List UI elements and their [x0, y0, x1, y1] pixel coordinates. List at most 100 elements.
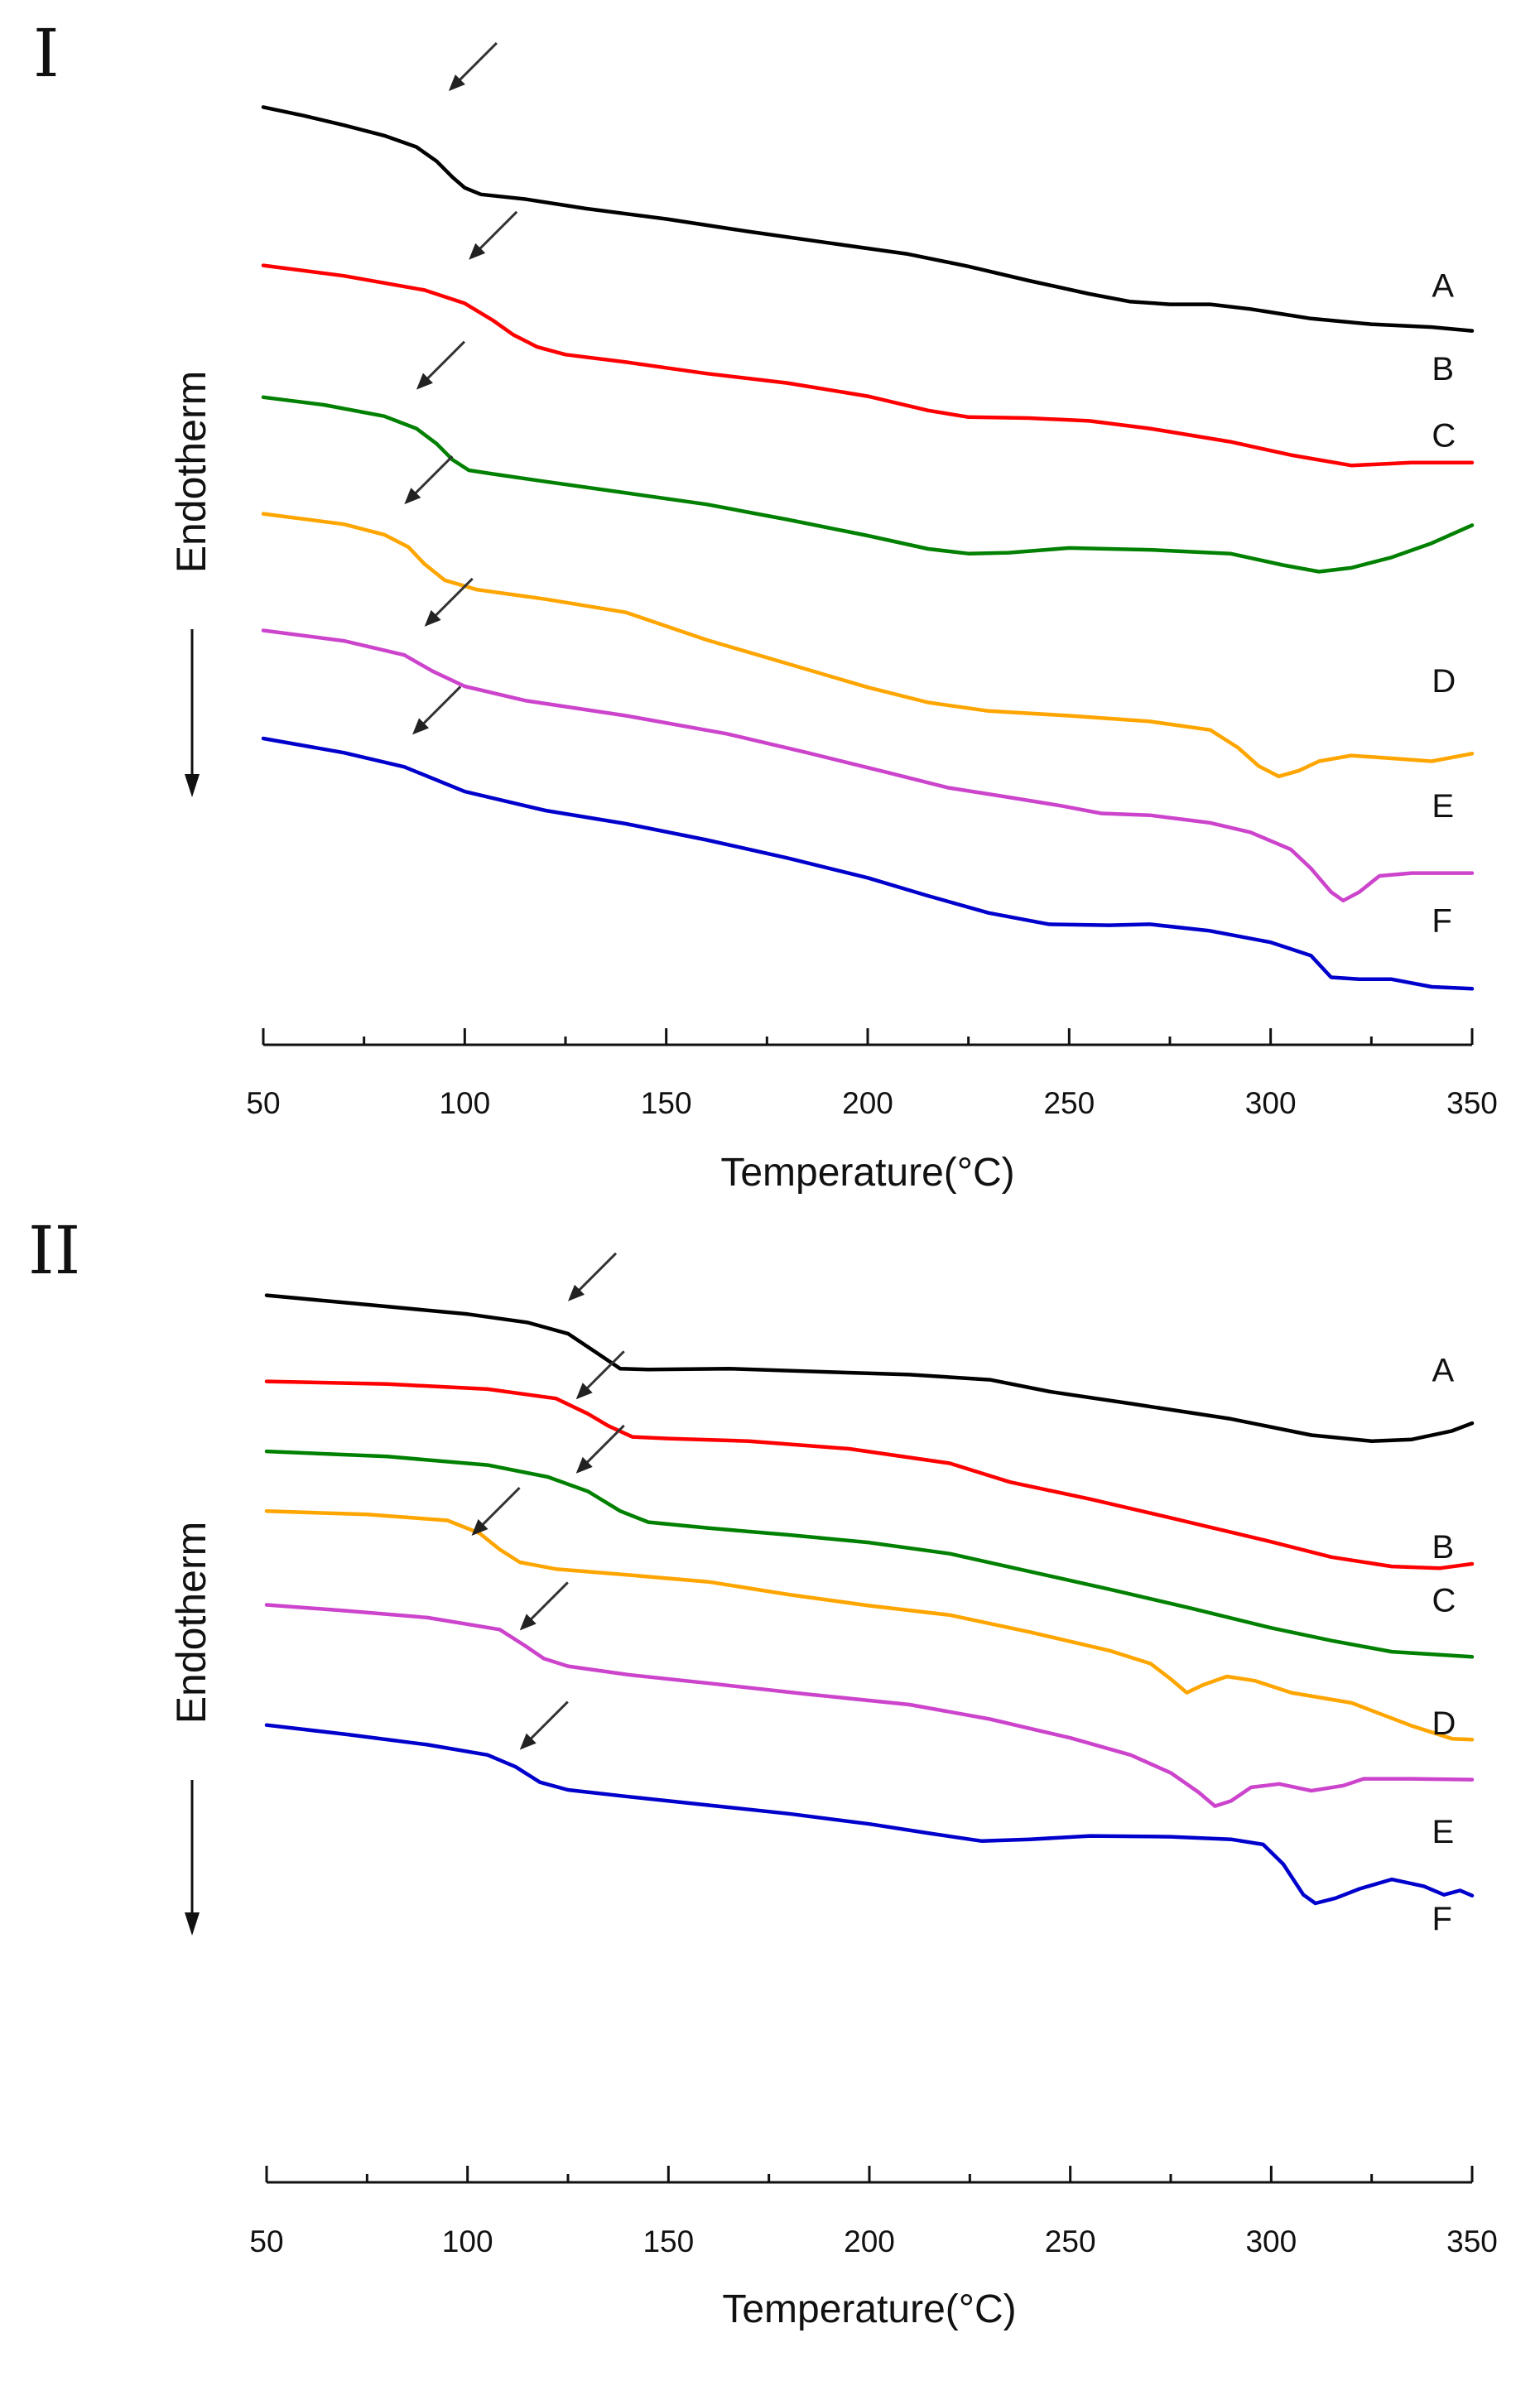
x-tick-label: 50: [246, 1086, 280, 1120]
curve-e: [264, 1603, 1475, 1808]
curve-label-e: E: [1432, 788, 1454, 825]
y-axis: Endotherm: [168, 371, 214, 797]
x-axis: 50 100 150 200 250 300 350 Temperature(°C): [246, 1028, 1498, 1195]
curve-d: [264, 1508, 1475, 1742]
x-tick-label: 50: [249, 2225, 283, 2258]
tg-arrow-shaft: [575, 1252, 618, 1294]
y-axis: Endotherm: [168, 1522, 214, 1936]
curve-label-d: D: [1432, 1705, 1456, 1742]
tg-arrow-head: [424, 609, 441, 627]
series-f: F: [264, 1700, 1475, 1937]
series-e: E: [264, 1581, 1475, 1850]
tg-arrow: [568, 1252, 618, 1301]
tg-arrow: [469, 210, 518, 260]
tg-arrow-head: [412, 718, 430, 735]
tg-arrow: [471, 1486, 521, 1537]
curve-e: [261, 628, 1475, 903]
tg-arrow-head: [404, 488, 421, 505]
series-d: D: [264, 1486, 1475, 1742]
panel-label: I: [33, 15, 60, 92]
tg-arrow-head: [416, 373, 433, 390]
tg-arrow-shaft: [455, 41, 498, 84]
series-c: C: [264, 1424, 1475, 1659]
endotherm-arrow-head: [185, 774, 200, 797]
tg-arrow-head: [519, 1614, 537, 1631]
x-tick-label: 200: [844, 2225, 895, 2258]
curve-label-b: B: [1432, 1529, 1454, 1566]
series-d: D: [261, 455, 1475, 779]
tg-arrow: [416, 340, 465, 390]
x-tick-label: 200: [842, 1086, 893, 1120]
tg-arrow: [575, 1424, 625, 1474]
tg-arrow: [519, 1581, 569, 1631]
curve-c: [264, 1449, 1475, 1659]
x-tick-label: 250: [1043, 1086, 1095, 1120]
tg-arrow-shaft: [527, 1700, 569, 1743]
curve-label-f: F: [1432, 1901, 1451, 1937]
curve-label-b: B: [1432, 351, 1454, 387]
tg-arrow-head: [448, 74, 465, 91]
tg-arrow-shaft: [431, 577, 474, 619]
tg-arrow: [424, 577, 474, 627]
tg-arrow-head: [519, 1733, 537, 1750]
tg-arrow-shaft: [479, 1486, 521, 1529]
x-tick-label: 350: [1446, 1086, 1498, 1120]
tg-arrow: [412, 685, 462, 735]
tg-arrow-shaft: [583, 1350, 625, 1393]
tg-arrow: [404, 455, 454, 505]
tg-arrow-shaft: [411, 455, 454, 498]
tg-arrow: [448, 41, 498, 91]
curve-label-c: C: [1432, 1583, 1456, 1619]
x-tick-label: 150: [642, 2225, 694, 2258]
series-f: F: [261, 685, 1475, 991]
x-tick-label: 350: [1446, 2225, 1498, 2258]
curve-label-e: E: [1432, 1814, 1454, 1850]
tg-arrow-head: [575, 1456, 593, 1474]
x-tick-label: 250: [1045, 2225, 1096, 2258]
series-c: C: [261, 340, 1475, 574]
curve-b: [264, 1379, 1475, 1570]
x-tick-label: 100: [442, 2225, 493, 2258]
series-a: A: [261, 41, 1475, 333]
tg-arrow-shaft: [420, 685, 462, 728]
y-axis-title: Endotherm: [168, 1522, 214, 1724]
x-tick-label: 300: [1245, 1086, 1297, 1120]
series-a: A: [264, 1252, 1475, 1443]
x-tick-label: 150: [641, 1086, 692, 1120]
curve-label-c: C: [1432, 417, 1456, 454]
curve-label-d: D: [1432, 663, 1456, 700]
panel-ii: II A BC D E F 50 100 150 200 250 300 350 Temperature(…: [28, 1212, 1498, 2331]
series-b: B: [264, 1350, 1475, 1570]
tg-arrow-shaft: [423, 340, 465, 382]
panel-i: I A BC D E F 50 100 150 200 250 300 350 Temperature(°…: [33, 15, 1498, 1195]
x-axis-title: Temperature(°C): [722, 2287, 1016, 2331]
x-tick-label: 100: [439, 1086, 490, 1120]
y-axis-title: Endotherm: [168, 371, 214, 574]
curve-b: [261, 263, 1475, 468]
tg-arrow-shaft: [527, 1581, 569, 1623]
tg-arrow-shaft: [583, 1424, 625, 1466]
tg-arrow-head: [575, 1383, 593, 1400]
curve-label-a: A: [1432, 267, 1454, 304]
tg-arrow-head: [568, 1284, 585, 1301]
x-axis-title: Temperature(°C): [720, 1151, 1014, 1195]
panel-label: II: [28, 1212, 80, 1289]
endotherm-arrow-head: [185, 1912, 200, 1936]
x-axis: 50 100 150 200 250 300 350 Temperature(°C): [249, 2166, 1498, 2331]
tg-arrow-head: [471, 1519, 488, 1537]
series-b: B: [261, 210, 1475, 468]
curve-a: [264, 1293, 1475, 1443]
curve-c: [261, 395, 1475, 574]
curve-label-f: F: [1432, 903, 1451, 940]
curve-d: [261, 512, 1475, 779]
tg-arrow: [519, 1700, 569, 1750]
series-e: E: [261, 577, 1475, 903]
x-tick-label: 300: [1245, 2225, 1297, 2258]
tg-arrow-head: [469, 243, 486, 260]
curve-f: [264, 1723, 1475, 1906]
curve-a: [261, 105, 1475, 333]
curve-f: [261, 736, 1475, 991]
curve-label-a: A: [1432, 1353, 1454, 1389]
tg-arrow-shaft: [476, 210, 518, 253]
